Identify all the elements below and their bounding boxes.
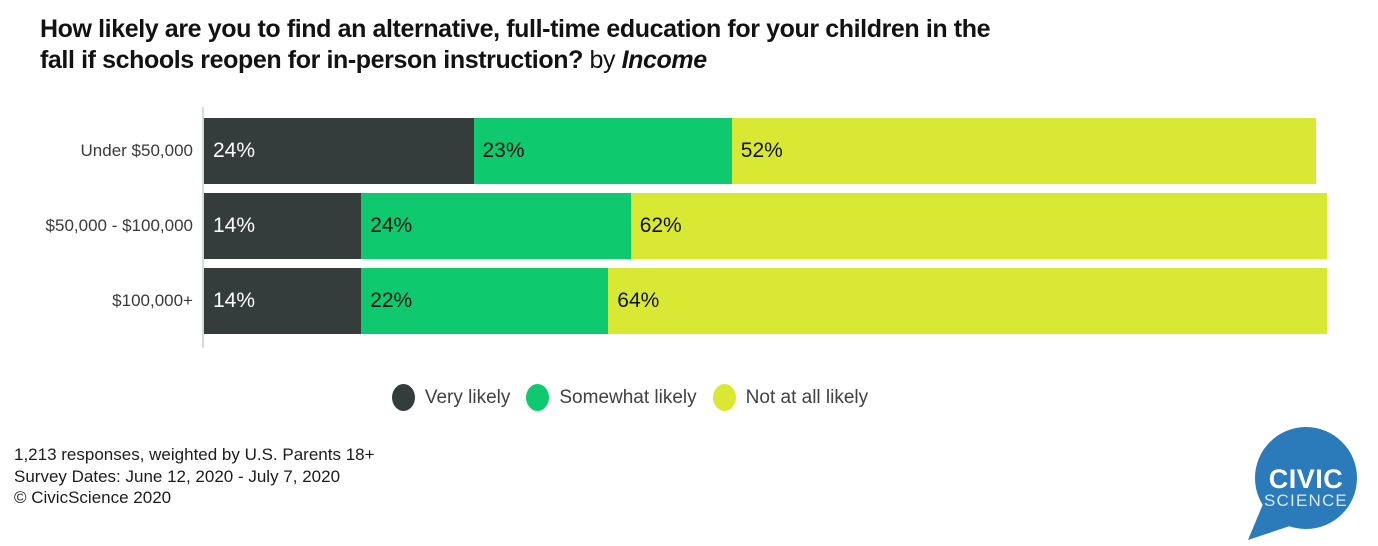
bar-value-label: 22% (370, 289, 413, 312)
bar-segment: 24% (361, 193, 631, 259)
chart-title: How likely are you to find an alternativ… (40, 14, 1350, 76)
title-connector: by (589, 46, 616, 74)
bar-value-label: 62% (639, 214, 682, 237)
legend: Very likely Somewhat likely Not at all l… (0, 384, 1260, 411)
bar-row: 14% 24% 62% (204, 193, 1327, 259)
bar-segment: 14% (204, 193, 362, 259)
bar-segment: 24% (204, 118, 474, 184)
title-line1: How likely are you to find an alternativ… (40, 15, 991, 43)
footer-responses: 1,213 responses, weighted by U.S. Parent… (14, 445, 375, 464)
category-label: Under $50,000 (80, 141, 193, 160)
bar-row: 14% 22% 64% (204, 268, 1327, 334)
title-dimension: Income (621, 46, 708, 74)
bar-segment: 52% (731, 118, 1316, 184)
bar-rows: 24% 23% 52% 14% 24% 62% 14% 22% 64% (204, 118, 1327, 343)
logo-bubble-tail-icon (1248, 504, 1293, 540)
bar-segment: 64% (608, 268, 1327, 334)
bar-value-label: 23% (482, 139, 525, 162)
legend-swatch-not-at-all-likely-icon (712, 384, 736, 411)
bar-value-label: 14% (213, 289, 256, 312)
bar-value-label: 52% (740, 139, 783, 162)
logo-text-civic: CIVIC (1269, 464, 1344, 494)
category-labels: Under $50,000 $50,000 - $100,000 $100,000+ (0, 118, 193, 343)
legend-item-somewhat-likely: Somewhat likely (526, 384, 697, 411)
y-axis-line (202, 107, 204, 348)
bar-segment: 22% (361, 268, 609, 334)
category-label: $100,000+ (112, 291, 193, 310)
category-label: $50,000 - $100,000 (45, 216, 193, 235)
bar-segment: 62% (630, 193, 1327, 259)
bar-segment: 14% (204, 268, 362, 334)
footer-copyright: © CivicScience 2020 (14, 488, 172, 507)
legend-swatch-very-likely-icon (391, 384, 415, 411)
legend-label: Not at all likely (745, 386, 869, 408)
title-line2: fall if schools reopen for in-person ins… (40, 46, 583, 74)
footer-survey-dates: Survey Dates: June 12, 2020 - July 7, 20… (14, 466, 341, 486)
legend-label: Very likely (424, 386, 511, 408)
legend-label: Somewhat likely (559, 386, 697, 408)
legend-item-not-at-all-likely: Not at all likely (712, 384, 869, 411)
bar-value-label: 24% (213, 139, 256, 162)
bar-value-label: 64% (617, 289, 660, 312)
legend-swatch-somewhat-likely-icon (526, 384, 550, 411)
footer: 1,213 responses, weighted by U.S. Parent… (14, 444, 375, 509)
civicscience-logo: CIVIC SCIENCE (1248, 427, 1357, 540)
bar-segment: 23% (473, 118, 732, 184)
bar-value-label: 14% (213, 214, 256, 237)
logo-text-science: SCIENCE (1264, 491, 1348, 510)
bar-value-label: 24% (370, 214, 413, 237)
logo-bubble-icon (1255, 427, 1357, 529)
legend-item-very-likely: Very likely (391, 384, 511, 411)
bar-row: 24% 23% 52% (204, 118, 1327, 184)
